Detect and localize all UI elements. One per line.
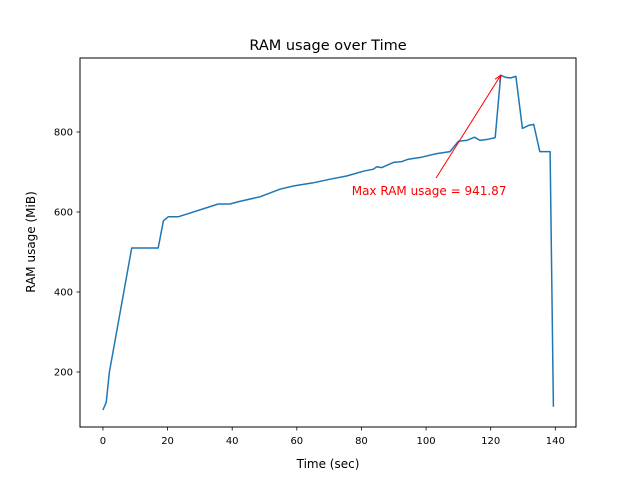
plot-area xyxy=(102,74,555,411)
chart-title: RAM usage over Time xyxy=(249,38,406,54)
x-tick-label: 120 xyxy=(481,436,500,447)
ram-usage-line xyxy=(102,74,555,411)
arrow-head-icon xyxy=(494,74,502,83)
x-tick-label: 40 xyxy=(226,436,239,447)
x-tick-label: 20 xyxy=(161,436,174,447)
x-axis-label: Time (sec) xyxy=(296,457,360,471)
y-axis: 200 400 600 800 xyxy=(54,128,80,379)
x-tick-label: 140 xyxy=(546,436,565,447)
annotation-text: Max RAM usage = 941.87 xyxy=(352,184,507,198)
y-tick-label: 600 xyxy=(54,208,73,219)
annotation-arrow xyxy=(435,74,502,179)
axes-frame xyxy=(79,57,577,428)
x-tick-label: 100 xyxy=(417,436,436,447)
x-axis: 0 20 40 60 80 100 120 140 xyxy=(100,427,565,447)
y-axis-label: RAM usage (MiB) xyxy=(24,191,38,293)
max-annotation: Max RAM usage = 941.87 xyxy=(352,74,507,198)
x-tick-label: 80 xyxy=(355,436,368,447)
y-tick-label: 800 xyxy=(54,128,73,139)
y-tick-label: 400 xyxy=(54,288,73,299)
x-tick-label: 0 xyxy=(100,436,106,447)
x-tick-label: 60 xyxy=(290,436,303,447)
y-tick-label: 200 xyxy=(54,368,73,379)
